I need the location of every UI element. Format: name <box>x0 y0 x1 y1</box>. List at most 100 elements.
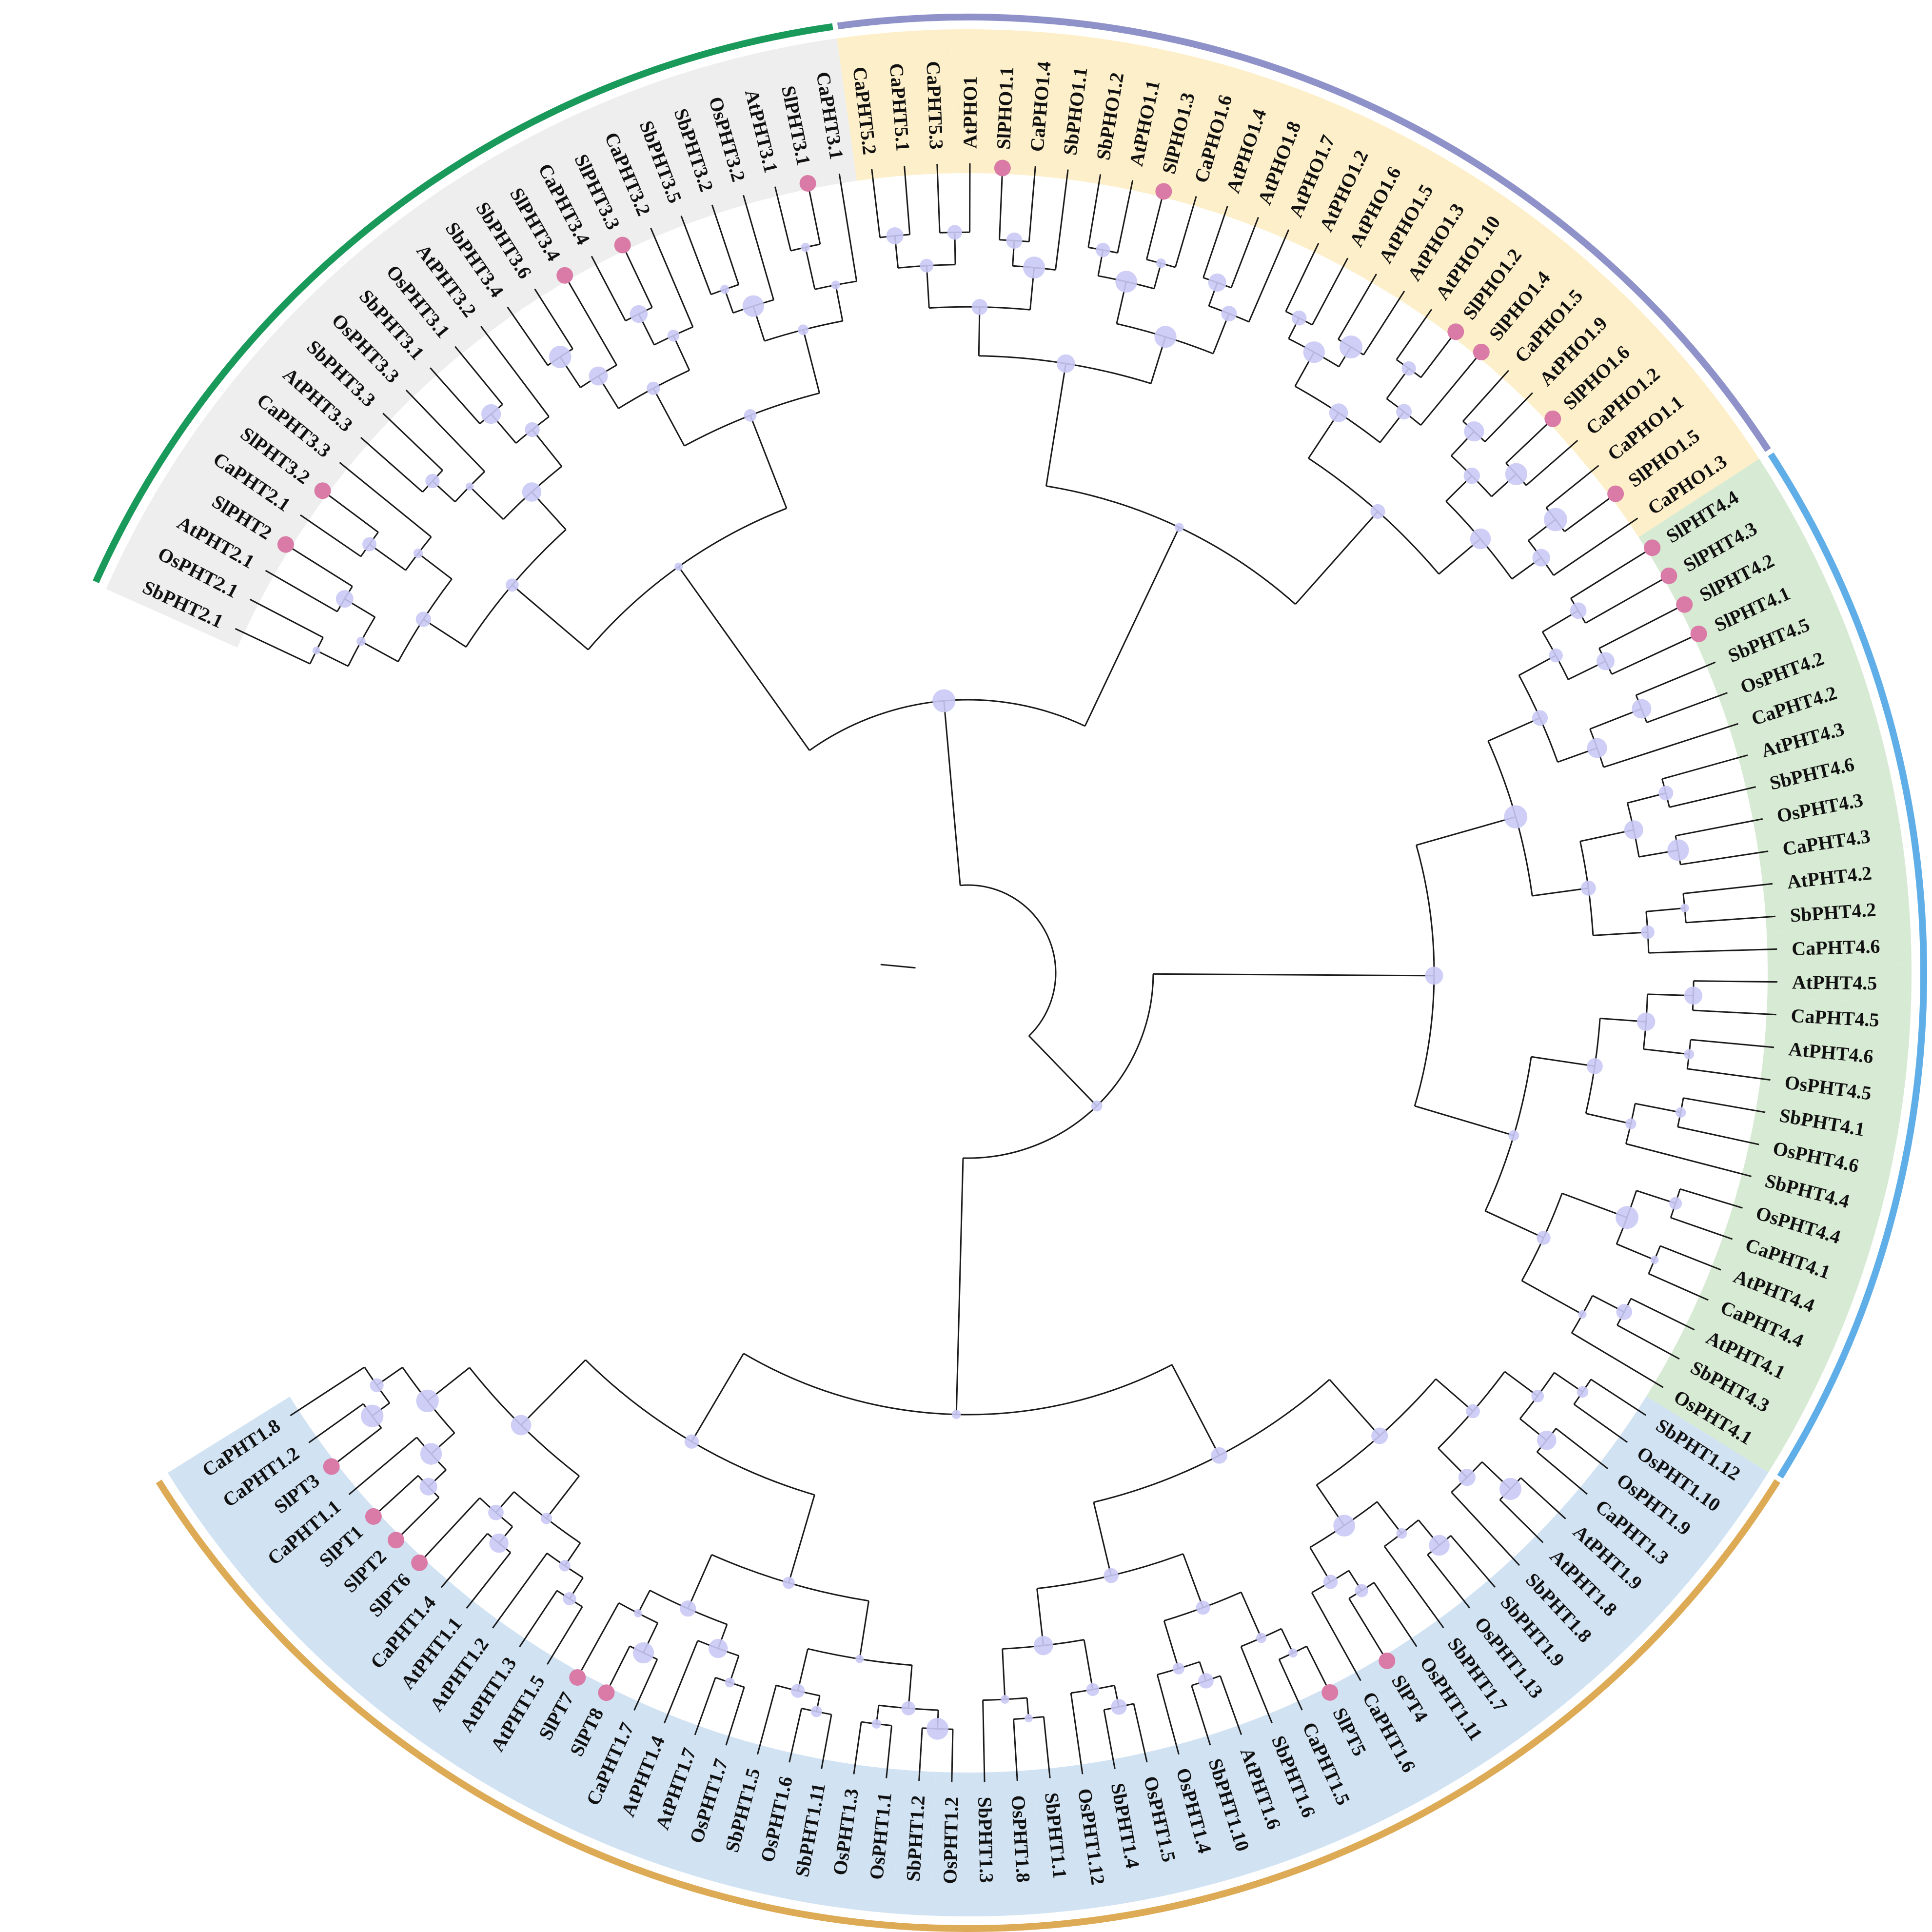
label-background-capht1-7 <box>561 1695 653 1840</box>
label-background-atpho1-3 <box>1385 168 1493 308</box>
branch-segment <box>1420 348 1485 426</box>
label-background-capht1-8 <box>168 1397 308 1505</box>
label-background-slpht4-1 <box>1686 558 1832 651</box>
branch-segment <box>1145 187 1165 260</box>
bootstrap-node <box>1115 271 1138 293</box>
label-background-atpht4-2 <box>1761 850 1908 901</box>
label-background-atpht1-2 <box>398 1610 512 1748</box>
clade-ring-pht1 <box>156 1479 1780 1932</box>
label-background-sbpht1-3 <box>968 1772 1006 1916</box>
bootstrap-node <box>489 1533 509 1553</box>
branch-segment <box>1373 1582 1418 1647</box>
tomato-gene-marker <box>1607 485 1624 502</box>
label-background-atpht1-8 <box>1524 1524 1652 1651</box>
label-background-capho1-6 <box>1178 62 1253 211</box>
label-background-atpht1-4 <box>596 1708 683 1855</box>
branch-segment <box>1383 1546 1444 1629</box>
branch-segment <box>430 367 481 425</box>
label-background-capho1-3 <box>1620 427 1759 537</box>
label-background-atpht1-9 <box>1547 1500 1677 1623</box>
bootstrap-node <box>1288 1648 1298 1658</box>
label-background-slpho1-4 <box>1465 234 1584 367</box>
label-background-capho1-5 <box>1490 258 1613 389</box>
label-background-atpht4-1 <box>1678 1311 1823 1406</box>
bootstrap-node <box>709 1638 728 1658</box>
bootstrap-node <box>425 473 440 489</box>
bootstrap-node <box>1425 966 1443 985</box>
branch-segment <box>1028 166 1036 242</box>
bootstrap-node <box>798 324 809 335</box>
branch-segment <box>1045 363 1067 486</box>
bootstrap-node <box>1532 710 1548 726</box>
branch-segment <box>672 335 690 371</box>
tomato-gene-marker <box>569 1669 586 1686</box>
branch-segment <box>416 1497 480 1566</box>
bootstrap-node <box>1669 1197 1682 1210</box>
branch-segment <box>1611 631 1703 675</box>
label-background-ospht1-10 <box>1610 1423 1748 1536</box>
branch-segment <box>1683 883 1773 895</box>
branch-segment <box>466 1552 512 1609</box>
branch-segment <box>802 329 820 394</box>
branch-segment <box>546 1606 583 1665</box>
label-background-sbpht3-1 <box>327 255 449 386</box>
branch-segment <box>982 1700 986 1782</box>
branch-segment <box>756 1685 777 1755</box>
branch-segment <box>534 288 573 350</box>
label-background-slpht4-2 <box>1672 524 1816 622</box>
label-background-ospht1-12 <box>1065 1762 1121 1910</box>
branch-segment <box>1028 1035 1098 1107</box>
branch-segment <box>788 1495 815 1583</box>
bootstrap-node <box>744 409 757 422</box>
label-background-capht3-3 <box>223 363 358 482</box>
branch-segment <box>1636 661 1716 696</box>
branch-segment <box>265 570 338 612</box>
branch-segment <box>633 1659 658 1711</box>
branch-segment <box>936 164 941 233</box>
label-background-atpho1-1 <box>1115 45 1179 194</box>
bootstrap-node <box>1291 310 1307 326</box>
bootstrap-node <box>684 1434 699 1449</box>
branch-segment <box>1488 717 1540 742</box>
branch-segment <box>1635 1103 1681 1113</box>
branch-segment <box>1646 907 1685 912</box>
label-background-atpht4-4 <box>1706 1251 1853 1337</box>
bootstrap-node <box>810 1706 822 1717</box>
bootstrap-node <box>465 482 474 491</box>
label-background-capho1-2 <box>1559 337 1691 459</box>
branch-segment <box>1002 1649 1006 1700</box>
bootstrap-node <box>415 611 431 627</box>
label-background-capht4-4 <box>1693 1281 1839 1372</box>
label-background-sbpht1-2 <box>891 1770 936 1916</box>
branch-segment <box>1427 1554 1471 1609</box>
branch-segment <box>440 1533 488 1588</box>
branch-segment <box>1156 1674 1180 1755</box>
bootstrap-node <box>1625 1118 1636 1129</box>
branch-segment <box>1694 980 1777 983</box>
label-background-capht4-3 <box>1756 812 1904 869</box>
branch-segment <box>1504 1371 1538 1397</box>
bootstrap-node <box>1616 1304 1633 1320</box>
tomato-gene-marker <box>277 536 294 553</box>
branch-segment <box>1230 217 1259 288</box>
branch-segment <box>955 1158 964 1415</box>
bootstrap-node <box>312 647 320 655</box>
label-background-capht3-1 <box>799 38 857 186</box>
branch-segment <box>1660 1245 1721 1271</box>
label-background-ospht1-11 <box>1398 1629 1507 1769</box>
bootstrap-node <box>1578 1310 1587 1319</box>
bootstrap-node <box>370 1378 384 1392</box>
label-background-atpht4-6 <box>1762 1030 1909 1079</box>
label-background-atpho1-7 <box>1270 99 1360 245</box>
branch-segment <box>663 1640 699 1724</box>
branch-segment <box>951 1729 954 1782</box>
label-background-slpho1-3 <box>1146 53 1216 201</box>
branch-segment <box>562 272 617 366</box>
branch-segment <box>469 486 504 520</box>
label-background-slpt3 <box>211 1450 346 1566</box>
branch-segment <box>1670 1217 1733 1240</box>
bootstrap-node <box>1329 403 1348 422</box>
bootstrap-node <box>1211 1447 1228 1464</box>
branch-segment <box>1311 1592 1361 1681</box>
